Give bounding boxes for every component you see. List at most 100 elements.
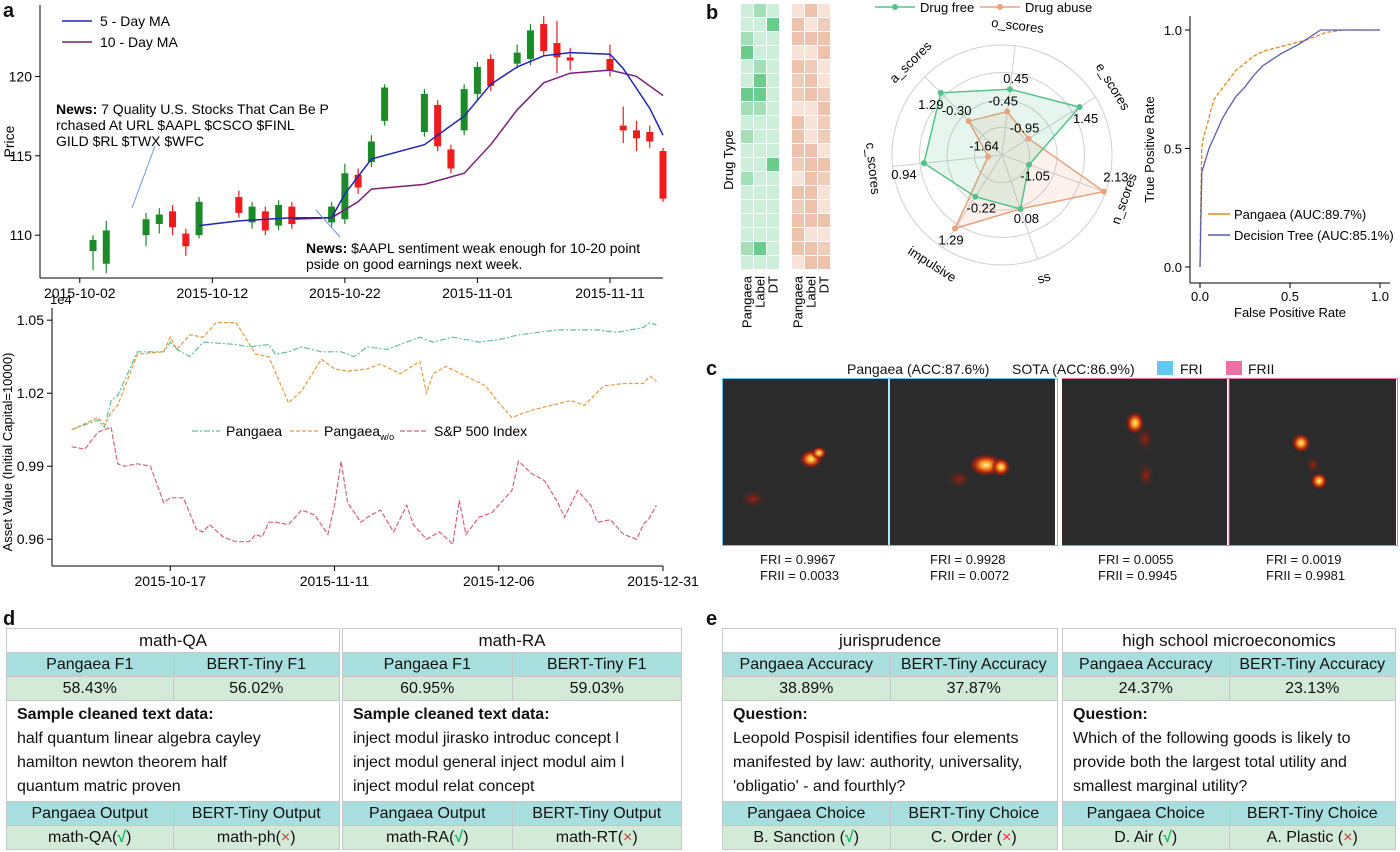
heat-cell-orange [792, 130, 804, 143]
drug-free-polygon [923, 88, 1081, 210]
heat-cell-green [741, 74, 753, 87]
question-line: provide both the largest total utility a… [1073, 754, 1347, 771]
news-arrow-2 [315, 209, 341, 238]
roc-legend-label-1: Decision Tree (AUC:85.1%) [1234, 228, 1394, 243]
legend-free-label: Drug free [920, 0, 974, 15]
candle-body [487, 58, 495, 86]
candle-body [434, 104, 442, 147]
col-header: BERT-Tiny Output [172, 801, 340, 826]
sample-text: Sample cleaned text data: inject modul j… [342, 700, 682, 802]
sample-line: hamilton newton theorem half [17, 754, 227, 771]
heat-cell-green [767, 116, 779, 129]
heat-cell-orange [805, 74, 817, 87]
image-2-fri: FRI = 0.9928 [930, 552, 1006, 567]
x-tick-label: 2015-10-02 [44, 285, 116, 300]
heat-cell-green [754, 116, 766, 129]
panel-letter-a: a [3, 0, 15, 22]
heat-cell-orange [805, 172, 817, 185]
heat-cell-green [741, 200, 753, 213]
heatmap-col-label: Label [804, 276, 819, 308]
heat-cell-orange [792, 144, 804, 157]
score-cell: 37.87% [889, 676, 1058, 701]
radar-spoke [892, 154, 1003, 167]
heat-cell-green [741, 158, 753, 171]
heat-cell-orange [792, 116, 804, 129]
drug-free-point [1006, 86, 1013, 93]
image-4-frii: FRII = 0.9981 [1266, 568, 1346, 583]
heat-cell-orange [792, 32, 804, 45]
radar-grid-circle [891, 44, 1113, 266]
candle-body [367, 141, 375, 163]
heat-cell-green [754, 74, 766, 87]
sample-label: Sample cleaned text data: [353, 706, 550, 723]
galaxy-images [723, 379, 1396, 545]
heat-cell-green [754, 158, 766, 171]
heat-cell-orange [805, 46, 817, 59]
y-scale-label: 1e4 [50, 292, 72, 307]
series-line-1 [71, 322, 657, 431]
drug-free-point [972, 193, 979, 200]
galaxy-blob-1 [739, 489, 767, 509]
radar-axis-label: ss [1035, 268, 1053, 287]
table-title: jurisprudence [722, 628, 1058, 653]
legend-label-1: Pangaeaw/o [324, 423, 394, 442]
heat-cell-green [741, 214, 753, 227]
asset-value-chart: 1e4 0.96 0.99 1.02 1.05 2015-10-17 2015-11-11 2… [0, 292, 699, 589]
drug-free-point [1026, 161, 1033, 168]
heat-cell-green [741, 242, 753, 255]
drug-free-point [1076, 104, 1083, 111]
heat-cell-green [767, 74, 779, 87]
candle-body [659, 151, 667, 199]
heat-cell-green [741, 116, 753, 129]
radar-spoke [942, 154, 1003, 248]
heat-cell-green [767, 4, 779, 17]
legend-pangaea-acc: Pangaea (ACC:87.6%) [847, 361, 990, 377]
output-cell: math-RT(×) [511, 825, 682, 850]
heatmap-y-label: Drug Type [721, 130, 736, 190]
candle-body [619, 125, 627, 131]
heat-cell-orange [805, 228, 817, 241]
y-tick-label: 0.96 [17, 531, 44, 547]
heat-cell-orange [818, 46, 830, 59]
candle-body [354, 174, 362, 188]
heatmap-col-label: DT [766, 276, 781, 293]
output-cell: math-RA(√) [342, 825, 513, 850]
score-cell: 23.13% [1228, 676, 1396, 701]
candle-body [460, 89, 468, 131]
choice-cell: C. Order (×) [889, 825, 1058, 850]
heat-cell-green [741, 130, 753, 143]
legend-ma5-label: 5 - Day MA [100, 13, 171, 29]
news-annotation-2: News: $AAPL sentiment weak enough for 10… [306, 240, 644, 272]
radar-grid-circle [946, 99, 1058, 211]
heat-cell-green [754, 144, 766, 157]
heat-cell-orange [792, 256, 804, 269]
fri-group-border [722, 378, 1058, 546]
heat-cell-orange [792, 18, 804, 31]
image-4-fri: FRI = 0.0019 [1266, 552, 1342, 567]
image-3-frii: FRII = 0.9945 [1098, 568, 1178, 583]
candle-body [473, 66, 481, 94]
heat-cell-green [754, 46, 766, 59]
heat-cell-orange [805, 158, 817, 171]
heat-cell-green [767, 32, 779, 45]
candle-body [155, 214, 163, 225]
y-tick-label: 110 [10, 227, 33, 243]
radar-chart: o_scorese_scoresn_scoresssimpulsivec_sco… [863, 0, 1140, 287]
heat-cell-green [767, 102, 779, 115]
heat-cell-green [741, 60, 753, 73]
heat-cell-orange [818, 172, 830, 185]
heat-cell-orange [805, 116, 817, 129]
x-tick-label: 0.0 [1191, 289, 1209, 304]
x-tick-label: 2015-11-01 [442, 285, 513, 300]
table-math-qa: math-QA Pangaea F1 BERT-Tiny F1 58.43% 56.… [6, 628, 340, 850]
heat-cell-orange [805, 214, 817, 227]
candle-body [646, 131, 654, 142]
legend-free-marker [892, 4, 898, 10]
drug-free-point [920, 160, 927, 167]
question-line: 'obligatio' - and fourthly? [733, 778, 906, 795]
heat-cell-green [767, 130, 779, 143]
heat-cell-orange [792, 74, 804, 87]
drug-free-value: 1.45 [1073, 111, 1098, 126]
galaxy-blob-4 [1310, 472, 1328, 490]
candle-body [195, 201, 203, 236]
